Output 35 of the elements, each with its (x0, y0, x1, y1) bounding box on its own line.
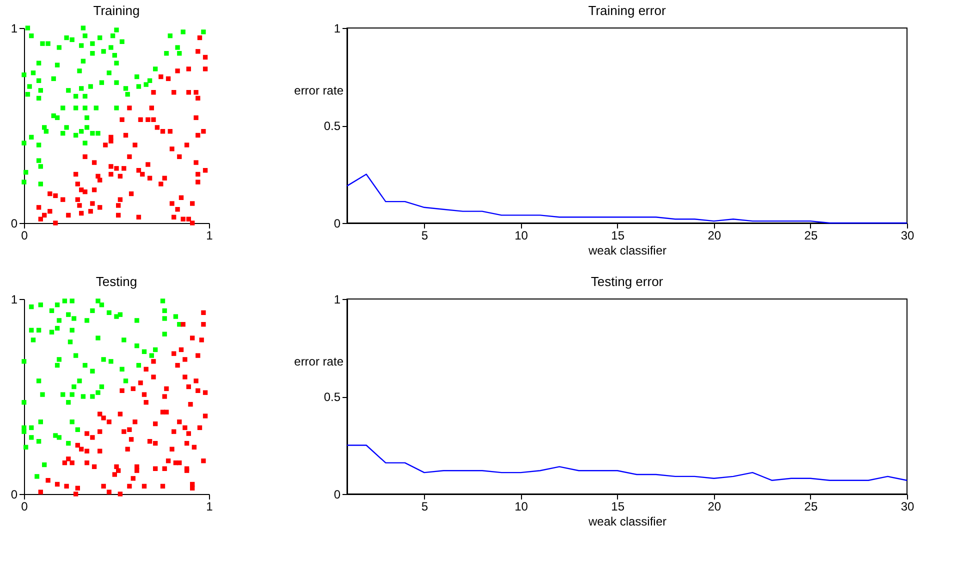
x-tick-label: 15 (611, 228, 625, 242)
x-tick-label: 15 (611, 500, 625, 514)
x-axis-title: weak classifier (587, 244, 667, 258)
x-tick-label: 5 (421, 500, 428, 514)
x-tick-label: 20 (708, 228, 722, 242)
y-tick-label: 0 (10, 488, 18, 502)
x-tick-label: 0 (21, 500, 28, 514)
x-tick-label: 30 (900, 228, 914, 242)
y-axis-title: error rate (294, 84, 344, 98)
y-tick-label: 0 (10, 216, 18, 230)
y-tick-label: 0.5 (324, 390, 341, 404)
chart-title: Testing (96, 274, 138, 289)
y-tick-label: 1 (334, 22, 341, 36)
chart-title: Training error (588, 3, 666, 18)
line-series (346, 444, 908, 481)
y-tick-label: 1 (10, 292, 18, 306)
x-tick-label: 1 (206, 228, 214, 242)
y-tick-label: 1 (10, 22, 18, 36)
x-tick-label: 1 (206, 500, 214, 514)
y-tick-label: 0 (334, 488, 341, 502)
x-tick-label: 30 (900, 500, 914, 514)
x-tick-label: 20 (708, 500, 722, 514)
x-tick-label: 5 (421, 228, 428, 242)
x-tick-label: 10 (514, 228, 528, 242)
x-tick-label: 10 (514, 500, 528, 514)
chart-title: Training (93, 3, 140, 18)
chart-title: Testing error (590, 274, 664, 289)
x-tick-label: 25 (804, 228, 818, 242)
x-axis-title: weak classifier (587, 514, 667, 528)
x-tick-label: 0 (21, 228, 28, 242)
y-tick-label: 0.5 (324, 119, 341, 133)
x-tick-label: 25 (804, 500, 818, 514)
y-tick-label: 1 (334, 292, 341, 306)
y-tick-label: 0 (334, 216, 341, 230)
y-axis-title: error rate (294, 354, 344, 368)
